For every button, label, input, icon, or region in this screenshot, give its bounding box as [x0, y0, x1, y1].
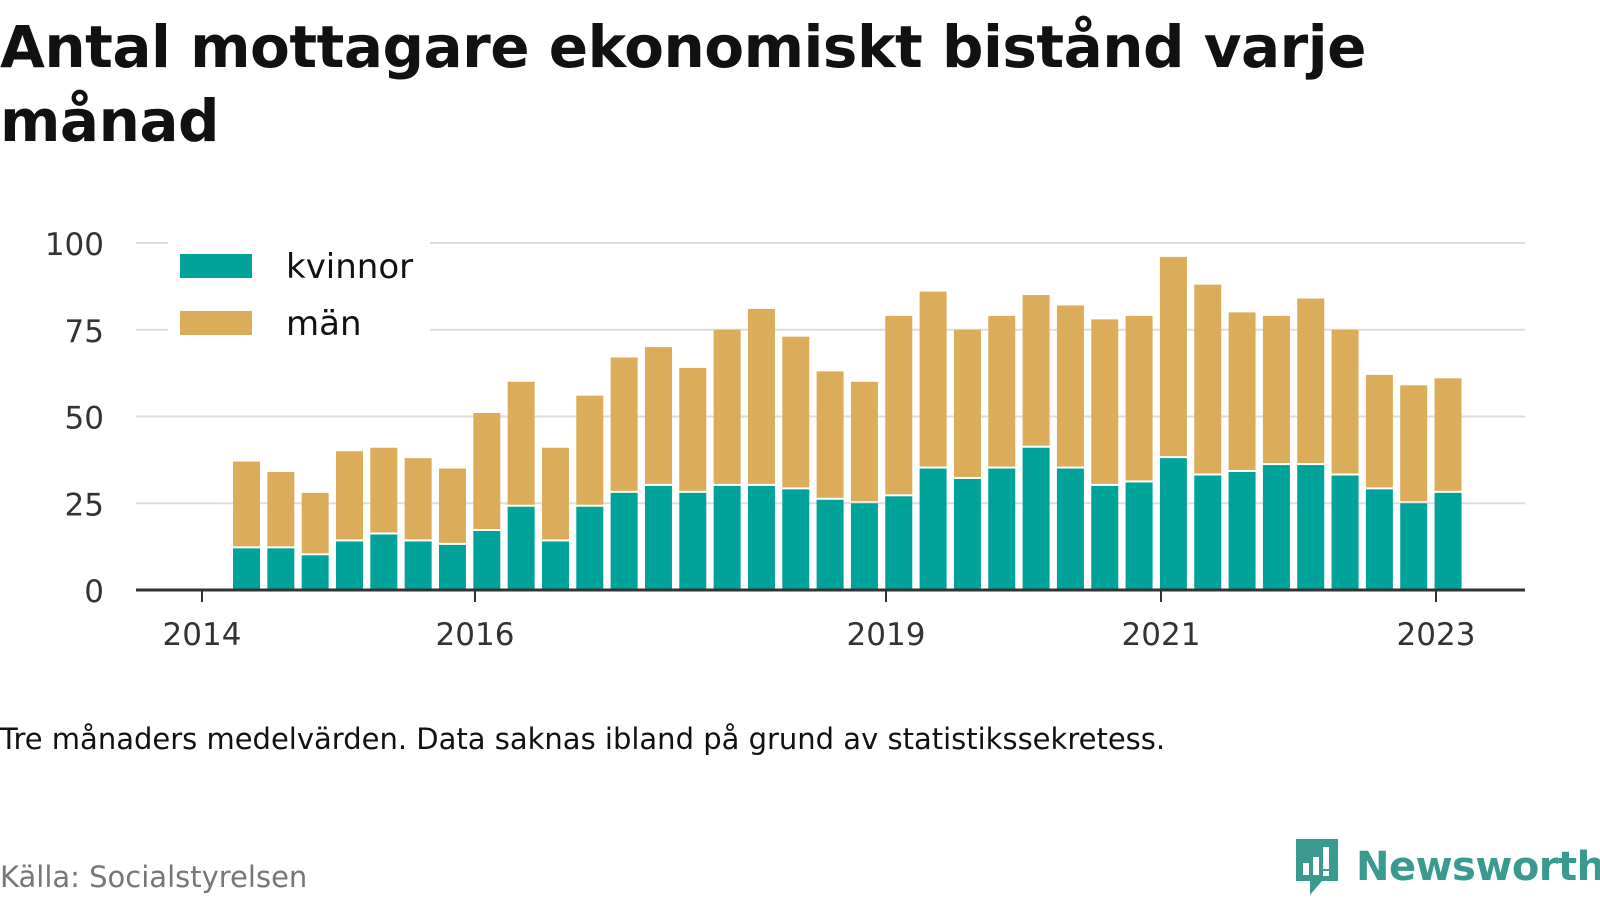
bar-kvinnor[interactable] — [1262, 465, 1290, 590]
bar-man[interactable] — [1228, 312, 1256, 471]
bar-man[interactable] — [713, 329, 741, 484]
bar-kvinnor[interactable] — [1297, 465, 1325, 590]
bar-kvinnor[interactable] — [1056, 468, 1084, 590]
legend-label-man[interactable]: män — [286, 304, 362, 344]
bar-man[interactable] — [473, 413, 501, 530]
bar-man[interactable] — [850, 381, 878, 502]
bar-kvinnor[interactable] — [713, 485, 741, 590]
bar-man[interactable] — [576, 395, 604, 505]
bar-kvinnor[interactable] — [644, 485, 672, 590]
bar-kvinnor[interactable] — [473, 531, 501, 590]
chart-note: Tre månaders medelvärden. Data saknas ib… — [0, 722, 1166, 756]
bar-kvinnor[interactable] — [816, 499, 844, 590]
bar-kvinnor[interactable] — [267, 548, 295, 590]
bar-man[interactable] — [438, 468, 466, 543]
bar-kvinnor[interactable] — [850, 503, 878, 590]
x-tick-label: 2021 — [1122, 617, 1201, 653]
bar-man[interactable] — [1194, 284, 1222, 474]
bar-man[interactable] — [1297, 298, 1325, 464]
bar-kvinnor[interactable] — [1228, 472, 1256, 590]
bar-man[interactable] — [1400, 385, 1428, 502]
bar-man[interactable] — [1159, 256, 1187, 457]
bar-man[interactable] — [1022, 295, 1050, 446]
bar-man[interactable] — [233, 461, 260, 547]
bar-kvinnor[interactable] — [576, 506, 604, 590]
bar-kvinnor[interactable] — [335, 541, 363, 590]
bar-man[interactable] — [1056, 305, 1084, 467]
newsworthy-logo-icon — [1296, 839, 1338, 895]
bar-man[interactable] — [507, 381, 535, 505]
bar-kvinnor[interactable] — [1125, 482, 1153, 590]
x-tick-label: 2023 — [1397, 617, 1476, 653]
chart-title: Antal mottagare ekonomiskt bistånd varje… — [0, 13, 1367, 155]
bar-man[interactable] — [301, 492, 329, 554]
bar-man[interactable] — [885, 315, 913, 495]
bar-kvinnor[interactable] — [1365, 489, 1393, 590]
bar-man[interactable] — [370, 447, 398, 533]
legend: kvinnor män — [168, 232, 430, 344]
bar-kvinnor[interactable] — [1331, 475, 1359, 590]
bar-man[interactable] — [747, 308, 775, 484]
bar-kvinnor[interactable] — [1159, 458, 1187, 590]
bar-man[interactable] — [1091, 319, 1119, 484]
bar-kvinnor[interactable] — [988, 468, 1016, 590]
bar-kvinnor[interactable] — [370, 534, 398, 590]
newsworthy-logo: Newsworthy — [1292, 836, 1600, 898]
bar-kvinnor[interactable] — [679, 492, 707, 590]
bar-man[interactable] — [679, 367, 707, 491]
bar-man[interactable] — [404, 458, 432, 540]
bar-kvinnor[interactable] — [953, 478, 981, 590]
bar-man[interactable] — [1365, 374, 1393, 488]
bar-man[interactable] — [267, 472, 295, 547]
newsworthy-logo-text: Newsworthy — [1356, 844, 1600, 890]
bar-kvinnor[interactable] — [1434, 492, 1462, 590]
bars — [233, 256, 1462, 590]
bar-kvinnor[interactable] — [404, 541, 432, 590]
bar-man[interactable] — [919, 291, 947, 467]
source-credit: Källa: Socialstyrelsen — [0, 860, 308, 894]
bar-kvinnor[interactable] — [233, 548, 260, 590]
bar-man[interactable] — [335, 451, 363, 540]
bar-kvinnor[interactable] — [1194, 475, 1222, 590]
bar-kvinnor[interactable] — [610, 492, 638, 590]
bar-man[interactable] — [610, 357, 638, 491]
bar-kvinnor[interactable] — [1022, 447, 1050, 590]
bar-man[interactable] — [541, 447, 569, 540]
bar-man[interactable] — [1262, 315, 1290, 464]
bar-kvinnor[interactable] — [1400, 503, 1428, 590]
bar-man[interactable] — [1125, 315, 1153, 481]
bar-kvinnor[interactable] — [782, 489, 810, 590]
bar-kvinnor[interactable] — [438, 544, 466, 590]
bar-kvinnor[interactable] — [541, 541, 569, 590]
bar-kvinnor[interactable] — [301, 555, 329, 590]
legend-swatch-man — [180, 311, 252, 335]
y-tick-label: 0 — [84, 574, 104, 610]
bar-kvinnor[interactable] — [747, 485, 775, 590]
bar-man[interactable] — [953, 329, 981, 477]
y-tick-label: 75 — [65, 314, 104, 350]
x-tick-label: 2014 — [163, 617, 242, 653]
bar-man[interactable] — [988, 315, 1016, 467]
legend-label-kvinnor[interactable]: kvinnor — [286, 247, 413, 287]
bar-man[interactable] — [816, 371, 844, 498]
bar-kvinnor[interactable] — [507, 506, 535, 590]
legend-swatch-kvinnor — [180, 254, 252, 278]
bar-kvinnor[interactable] — [1091, 485, 1119, 590]
y-tick-label: 50 — [65, 401, 104, 437]
bar-man[interactable] — [644, 347, 672, 484]
bar-kvinnor[interactable] — [885, 496, 913, 590]
bar-man[interactable] — [1331, 329, 1359, 474]
y-tick-label: 100 — [45, 227, 104, 263]
axes: 0 25 50 75 100 2014 2016 2019 2021 2023 — [45, 227, 1525, 653]
bar-man[interactable] — [782, 336, 810, 488]
bar-man[interactable] — [1434, 378, 1462, 491]
bar-kvinnor[interactable] — [919, 468, 947, 590]
y-tick-label: 25 — [65, 487, 104, 523]
x-tick-label: 2019 — [847, 617, 926, 653]
x-tick-label: 2016 — [436, 617, 515, 653]
